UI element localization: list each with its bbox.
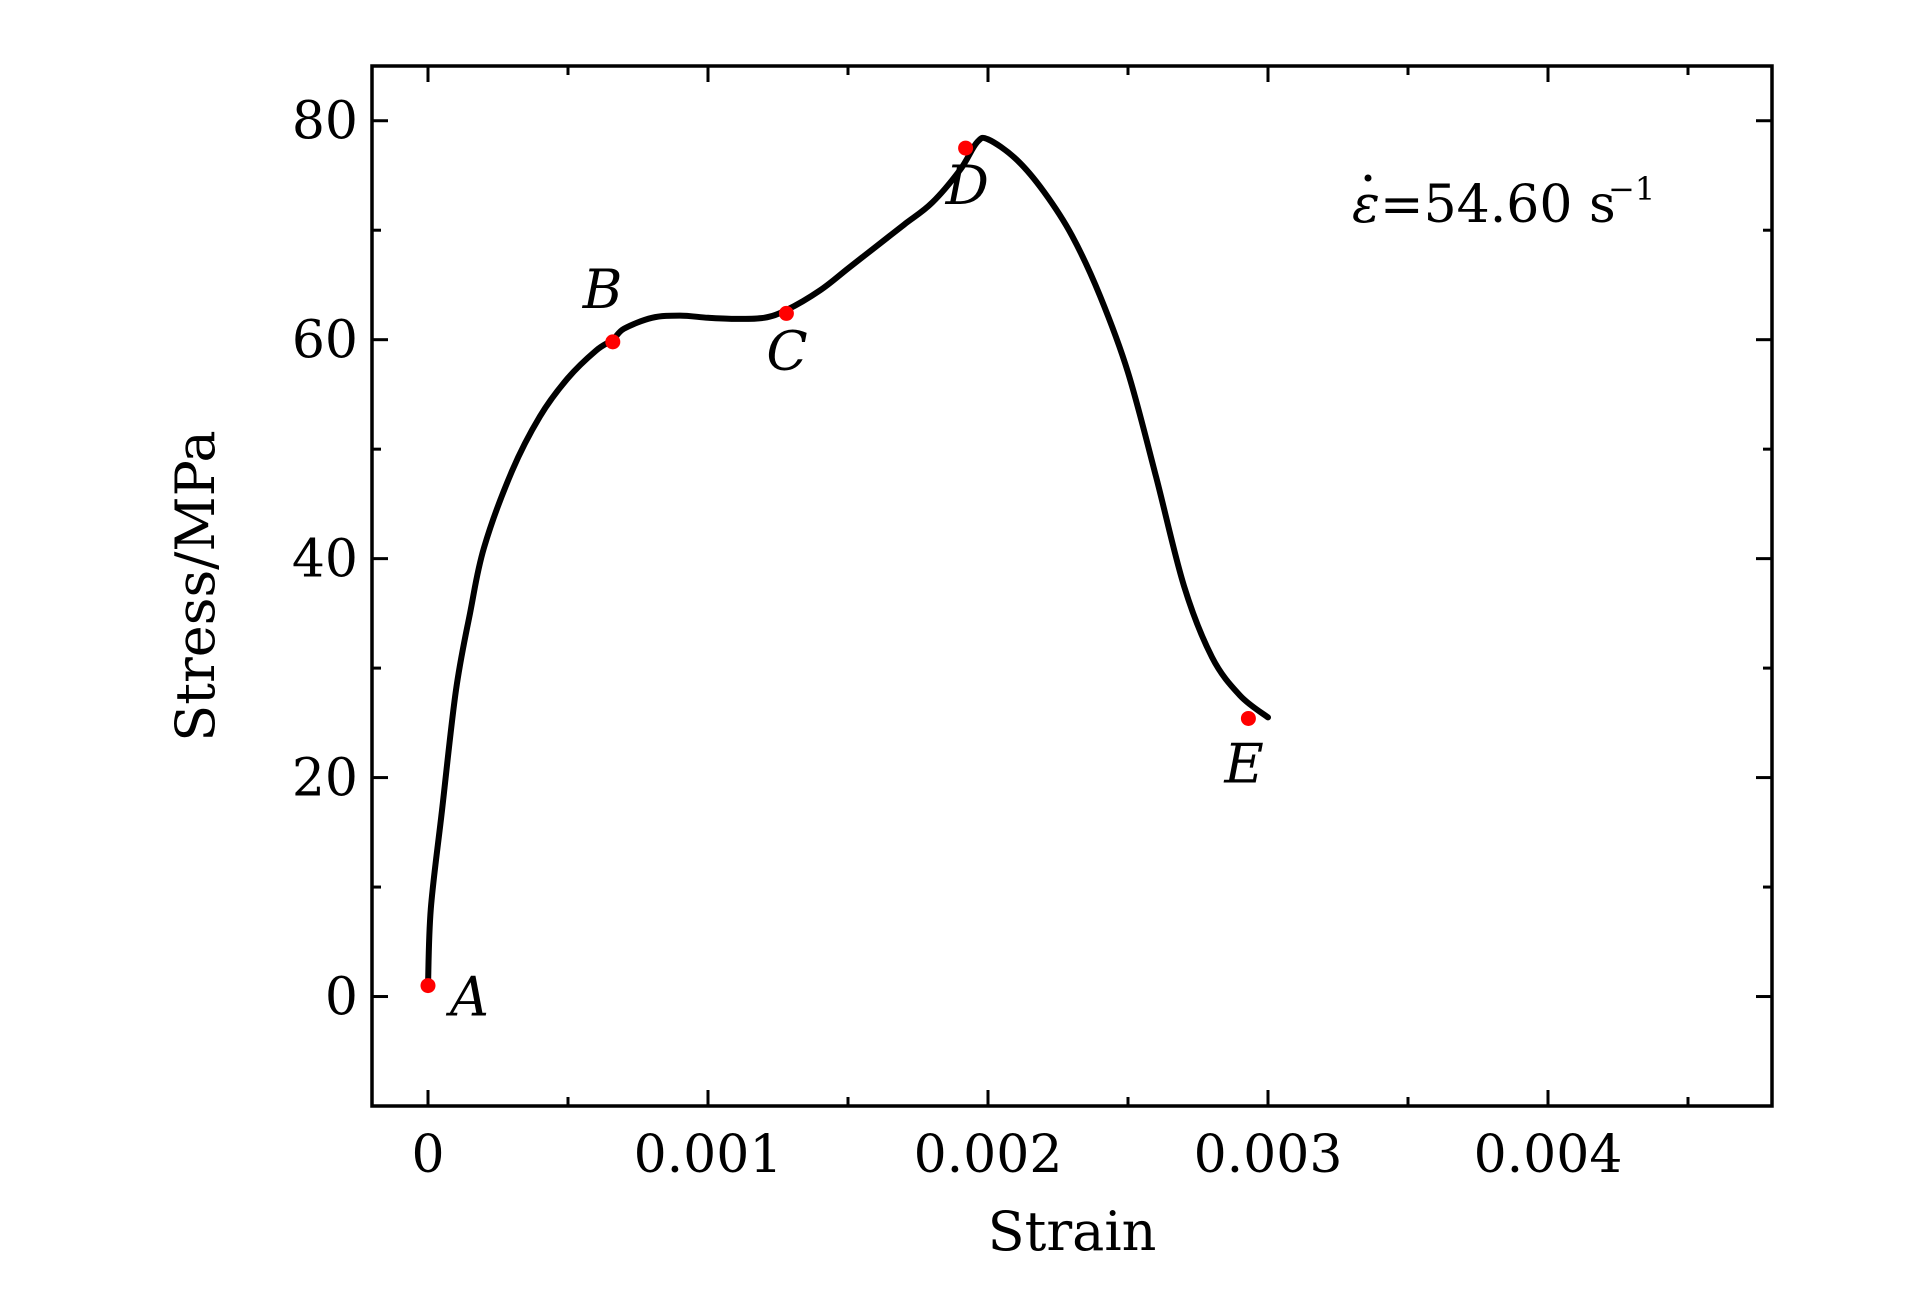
strain-rate-dot (1364, 174, 1372, 182)
point-d-marker (958, 140, 974, 156)
strain-rate-value: =54.60 s (1380, 175, 1616, 235)
point-b-marker (605, 334, 621, 350)
strain-rate-annotation: ε =54.60 s −1 (1352, 170, 1655, 235)
y-tick-label: 40 (292, 530, 358, 590)
strain-rate-unit-exponent: −1 (1608, 170, 1655, 208)
point-e-label: E (1223, 732, 1263, 795)
y-tick-label: 0 (325, 968, 358, 1028)
axis-ticks (372, 66, 1772, 1106)
x-tick-label: 0.004 (1474, 1125, 1623, 1185)
y-tick-label: 20 (292, 749, 358, 809)
y-tick-label: 60 (292, 311, 358, 371)
point-d-label: D (945, 154, 989, 217)
stress-strain-curve (425, 134, 1271, 989)
point-a-label: A (445, 966, 489, 1029)
plot-frame (370, 64, 1774, 1108)
axis-tick-labels: 0 0.001 0.002 0.003 0.004 0 20 40 60 80 (292, 92, 1623, 1185)
point-a-marker (420, 978, 436, 994)
x-tick-label: 0.002 (914, 1125, 1063, 1185)
point-b-label: B (582, 258, 623, 321)
strain-rate-symbol: ε (1352, 175, 1380, 235)
x-axis-title: Strain (988, 1200, 1157, 1263)
y-tick-label: 80 (292, 92, 358, 152)
x-tick-label: 0.003 (1194, 1125, 1343, 1185)
x-tick-label: 0 (411, 1125, 444, 1185)
x-tick-label: 0.001 (634, 1125, 783, 1185)
point-c-label: C (766, 319, 807, 382)
marked-points: A B C D E (420, 140, 1264, 1029)
y-axis-title: Stress/MPa (164, 430, 227, 741)
point-e-marker (1240, 710, 1256, 726)
point-c-marker (778, 305, 794, 321)
